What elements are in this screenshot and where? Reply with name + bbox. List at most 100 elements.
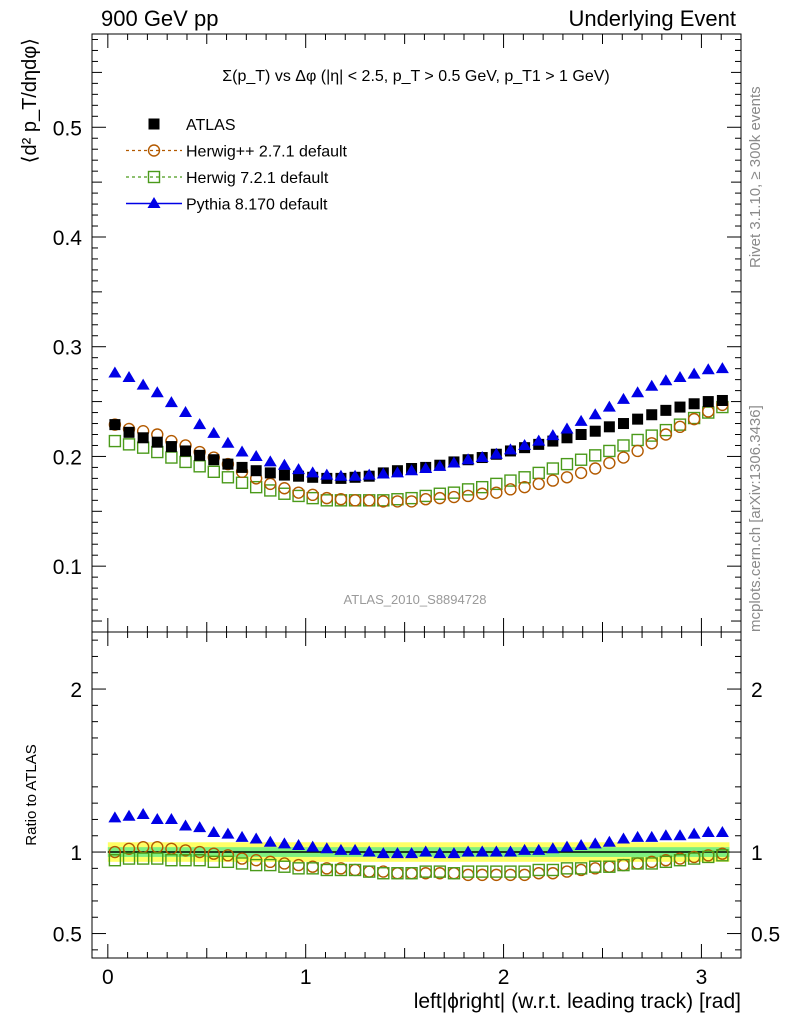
x-axis-label: left|ϕright| (w.r.t. leading track) [rad… <box>414 990 741 1013</box>
data-point <box>293 470 305 482</box>
ratio-point <box>616 832 630 844</box>
data-point <box>701 363 715 375</box>
ratio-point <box>504 865 517 878</box>
data-point <box>348 469 362 481</box>
data-point <box>391 495 404 508</box>
ratio-series-2 <box>108 808 729 859</box>
ratio-point <box>348 863 362 877</box>
data-point <box>461 453 475 465</box>
data-point <box>646 409 658 421</box>
data-point <box>617 451 630 464</box>
ratio-point <box>277 837 291 849</box>
data-point <box>617 439 630 452</box>
data-point <box>588 408 602 420</box>
y-tick-label: 0.2 <box>53 446 82 469</box>
ratio-point <box>390 847 404 859</box>
data-point <box>306 488 319 502</box>
data-point <box>221 471 235 484</box>
data-point <box>362 494 376 507</box>
data-point <box>560 471 574 484</box>
data-point <box>108 366 122 378</box>
legend: ATLAS Herwig++ 2.7.1 default Herwig 7.2.1 … <box>126 117 348 214</box>
data-point <box>574 466 588 480</box>
data-point <box>362 468 376 480</box>
ratio-point <box>546 863 560 877</box>
x-tick-label: 0 <box>102 966 114 989</box>
data-point <box>632 413 644 425</box>
data-point <box>278 487 291 500</box>
data-point <box>561 432 573 444</box>
ratio-point <box>249 832 263 844</box>
data-point <box>194 449 206 461</box>
ratio-point <box>249 858 263 872</box>
ratio-point <box>716 849 729 862</box>
ratio-point <box>419 845 433 857</box>
data-point <box>235 476 249 489</box>
ratio-point <box>503 845 517 857</box>
ratio-point <box>560 865 574 878</box>
ratio-point <box>659 829 673 841</box>
ratio-point <box>151 852 164 865</box>
data-point <box>603 421 615 433</box>
ratio-point <box>603 860 616 873</box>
data-point <box>489 447 503 459</box>
ratio-point <box>461 868 475 882</box>
data-point <box>179 455 192 469</box>
data-point <box>659 428 673 441</box>
data-point <box>687 412 701 426</box>
data-point <box>504 474 517 487</box>
data-point <box>207 465 220 479</box>
data-point <box>603 444 616 458</box>
watermark: ATLAS_2010_S8894728 <box>344 592 487 607</box>
data-point <box>264 467 276 479</box>
data-point <box>560 457 574 471</box>
data-point <box>546 429 560 441</box>
ratio-point <box>235 857 249 870</box>
ratio-point <box>179 854 192 867</box>
ratio-point <box>560 840 574 852</box>
ratio-point <box>108 845 122 859</box>
data-point <box>165 441 177 453</box>
ratio-point <box>221 849 235 862</box>
ratio-point <box>532 867 545 880</box>
data-point <box>348 494 362 507</box>
series-0 <box>109 394 728 484</box>
data-point <box>560 422 574 434</box>
data-point <box>518 480 531 494</box>
ratio-point <box>122 842 136 855</box>
data-point <box>546 462 560 475</box>
ratio-point <box>193 854 206 867</box>
ratio-point <box>645 830 659 842</box>
ratio-point <box>687 827 701 839</box>
ratio-y-axis-label: Ratio to ATLAS <box>23 744 40 845</box>
ratio-point <box>221 827 235 839</box>
ratio-point <box>405 867 418 880</box>
ratio-point <box>405 867 418 880</box>
ratio-point <box>476 868 489 882</box>
ratio-point <box>122 809 136 821</box>
data-point <box>208 454 220 466</box>
y-tick-label-right: 1 <box>751 842 763 865</box>
ratio-point <box>588 837 602 849</box>
data-point <box>137 432 149 444</box>
ratio-point <box>433 865 447 878</box>
y-tick-label: 2 <box>70 679 82 702</box>
legend-marker <box>147 144 161 157</box>
legend-label: Pythia 8.170 default <box>186 197 328 214</box>
ratio-point <box>320 842 334 854</box>
header-left: 900 GeV pp <box>101 6 219 31</box>
ratio-point <box>701 825 715 837</box>
data-point <box>278 469 290 481</box>
series-3 <box>108 362 729 481</box>
ratio-point <box>391 867 404 880</box>
ratio-point <box>490 868 503 882</box>
y-tick-label: 0.5 <box>53 924 82 947</box>
ratio-point <box>603 860 616 873</box>
ratio-point <box>179 844 192 857</box>
data-point <box>419 493 432 506</box>
data-point <box>249 480 263 494</box>
ratio-point <box>602 835 616 847</box>
data-point <box>546 474 560 487</box>
ratio-point <box>476 865 489 878</box>
data-point <box>250 465 262 477</box>
